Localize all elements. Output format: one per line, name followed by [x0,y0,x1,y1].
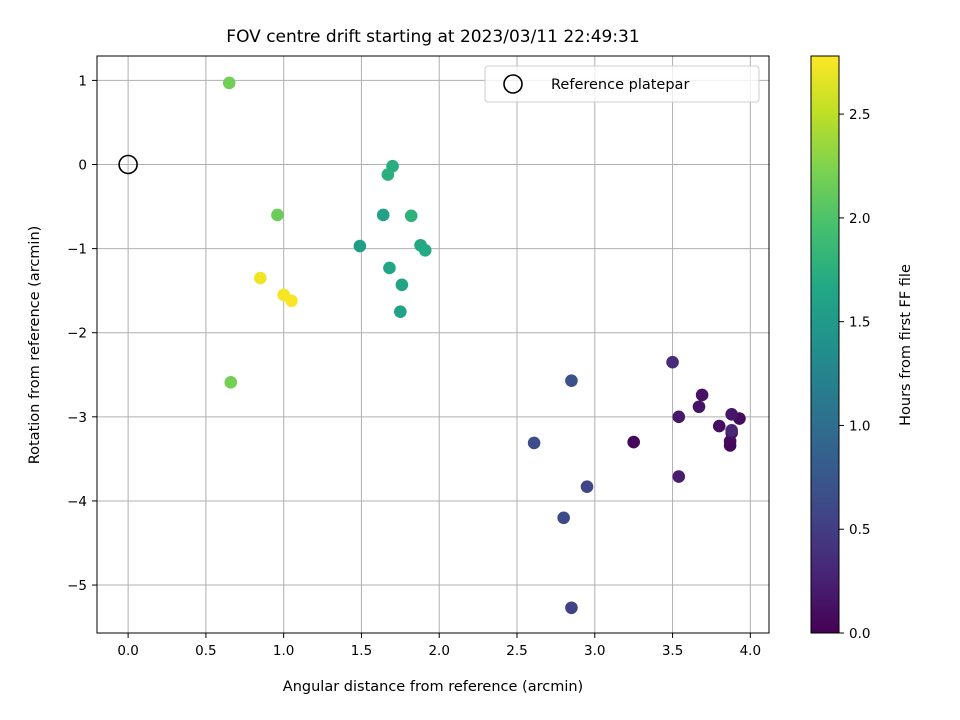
data-point [254,271,267,285]
data-point [376,208,390,222]
data-point [695,388,709,402]
data-point [725,423,738,437]
legend: Reference platepar [484,65,760,103]
x-tick-label: 0.5 [195,643,216,659]
x-tick-label: 4.0 [740,643,761,659]
data-point [418,243,432,257]
data-point [271,208,284,222]
legend-label: Reference platepar [551,77,689,93]
x-tick-label: 1.5 [351,643,372,659]
colorbar: 0.0 0.5 1.0 1.5 2.0 2.5 Hours from first FF f… [810,55,914,642]
colorbar-tick-label: 1.5 [849,315,870,331]
data-point [395,278,409,292]
x-axis-ticks: 0.0 0.5 1.0 1.5 2.0 2.5 3.0 3.5 4.0 [117,633,761,659]
data-point [557,511,570,525]
x-tick-label: 0.0 [117,643,138,659]
data-point [285,294,298,308]
x-tick-label: 2.5 [506,643,527,659]
data-point [565,601,578,615]
y-axis-ticks: 1 0 −1 −2 −3 −4 −5 [67,73,97,594]
colorbar-ticks: 0.0 0.5 1.0 1.5 2.0 2.5 [839,107,870,642]
y-axis-label: Rotation from reference (arcmin) [27,226,43,465]
y-tick-label: 0 [78,158,87,174]
x-tick-label: 1.0 [273,643,294,659]
data-point [381,168,395,181]
data-point [404,209,418,223]
data-point [353,239,367,253]
y-tick-label: −2 [67,326,87,342]
x-tick-label: 3.0 [584,643,605,659]
data-point [565,374,578,387]
data-point [725,408,738,421]
data-point [692,400,706,414]
data-point [627,435,640,449]
y-tick-label: −4 [67,494,87,510]
data-point [712,419,726,433]
y-tick-label: −5 [67,578,87,594]
y-tick-label: −1 [67,242,87,258]
colorbar-tick-label: 1.0 [849,418,870,434]
y-tick-label: −3 [67,410,87,426]
plot-frame [96,55,770,634]
colorbar-tick-label: 0.5 [849,522,870,538]
data-point [394,305,407,318]
data-point [222,76,236,90]
legend-marker [503,74,523,94]
chart-title: FOV centre drift starting at 2023/03/11 … [226,27,639,47]
x-tick-label: 2.0 [428,643,449,659]
x-axis-label: Angular distance from reference (arcmin) [283,679,583,695]
data-point [527,436,541,450]
data-point [672,410,686,424]
colorbar-tick-label: 2.5 [849,107,870,123]
data-points [222,76,746,615]
y-tick-label: 1 [78,73,87,89]
colorbar-tick-label: 2.0 [849,211,870,227]
data-point [383,261,396,275]
colorbar-tick-label: 0.0 [849,626,870,642]
data-point [580,480,594,493]
data-point [666,355,679,369]
x-tick-label: 3.5 [662,643,683,659]
colorbar-label: Hours from first FF file [898,264,914,426]
data-point [672,470,686,483]
reference-point-marker [118,154,138,175]
legend-box [484,65,760,103]
data-point [224,376,238,389]
colorbar-gradient [810,55,840,634]
